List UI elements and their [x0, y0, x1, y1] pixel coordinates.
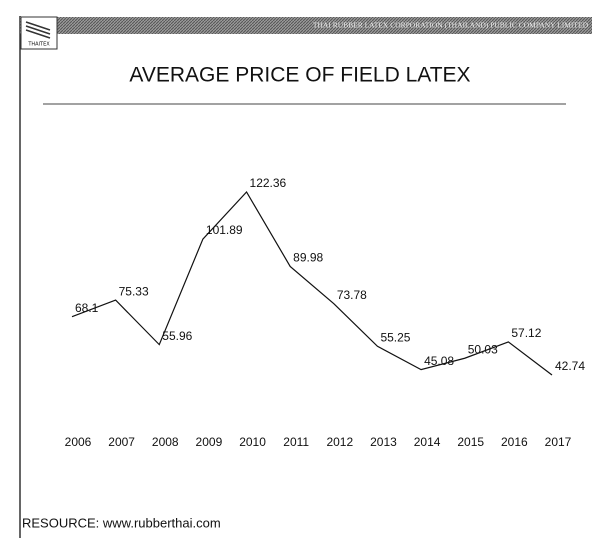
x-tick-label: 2008 [152, 435, 179, 449]
company-name: THAI RUBBER LATEX CORPORATION (THAILAND)… [313, 21, 589, 30]
data-label: 45.08 [424, 354, 454, 368]
footer-source: RESOURCE: www.rubberthai.com [22, 515, 221, 530]
chart-title: AVERAGE PRICE OF FIELD LATEX [129, 64, 470, 87]
x-tick-label: 2010 [239, 435, 266, 449]
data-label: 68.1 [75, 301, 99, 315]
price-line [71, 190, 553, 376]
data-label: 55.96 [162, 329, 192, 343]
x-tick-label: 2012 [326, 435, 353, 449]
logo-icon [25, 21, 51, 39]
x-tick-label: 2013 [370, 435, 397, 449]
x-tick-label: 2015 [457, 435, 484, 449]
data-label: 42.74 [555, 359, 585, 373]
x-tick-label: 2007 [108, 435, 135, 449]
logo-text: THAITEX [27, 42, 50, 48]
x-tick-label: 2016 [501, 435, 528, 449]
x-tick-label: 2011 [283, 435, 309, 449]
data-label: 55.25 [380, 330, 410, 344]
data-label: 73.78 [337, 288, 367, 302]
data-label: 75.33 [119, 284, 149, 298]
x-tick-label: 2009 [196, 435, 223, 449]
header-band [20, 17, 592, 34]
logo-box [20, 16, 58, 50]
x-tick-label: 2006 [65, 435, 92, 449]
data-label: 57.12 [511, 326, 541, 340]
x-tick-label: 2014 [414, 435, 441, 449]
data-label: 122.36 [250, 176, 287, 190]
data-label: 89.98 [293, 251, 323, 265]
x-tick-label: 2017 [545, 435, 572, 449]
data-label: 50.03 [468, 342, 498, 356]
data-label: 101.89 [206, 223, 243, 237]
